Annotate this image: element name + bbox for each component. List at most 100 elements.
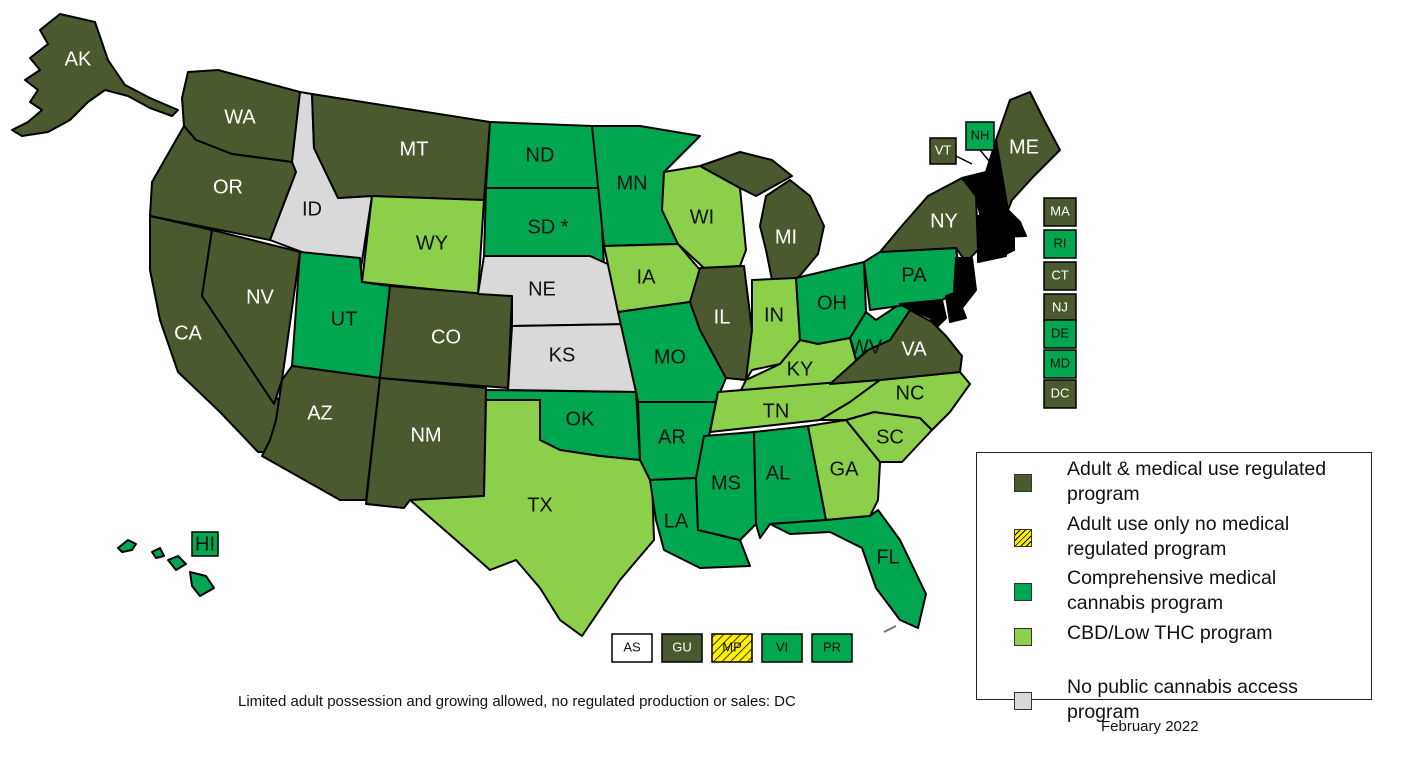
state-ME[interactable] <box>995 91 1061 211</box>
state-label-mt: MT <box>400 138 429 160</box>
small-state-box-md[interactable]: MD <box>1043 349 1077 379</box>
legend-swatch <box>1014 528 1032 547</box>
state-FL[interactable] <box>769 509 927 629</box>
state-label-al: AL <box>766 462 790 484</box>
territory-boxes: AS GU MP VI PR <box>611 633 853 663</box>
state-label-ky: KY <box>787 358 814 380</box>
state-DE[interactable] <box>945 291 967 323</box>
legend-label: CBD/Low THC program <box>1067 621 1273 644</box>
legend-swatch <box>1014 474 1032 492</box>
svg-text:DE: DE <box>1051 325 1069 340</box>
legend-item-cbd-low-thc: CBD/Low THC program <box>977 621 1373 675</box>
small-state-box-de[interactable]: DE <box>1043 319 1077 349</box>
state-label-co: CO <box>431 326 461 348</box>
legend: Adult & medical use regulated program Adul… <box>976 452 1373 723</box>
state-HI[interactable] <box>167 555 187 571</box>
state-label-oh: OH <box>817 292 847 314</box>
state-label-tx: TX <box>527 494 553 516</box>
callout-line <box>979 149 991 163</box>
legend-swatch <box>1014 692 1032 710</box>
state-NJ[interactable] <box>953 257 977 309</box>
state-label-nc: NC <box>896 382 925 404</box>
state-label-wa: WA <box>224 106 256 128</box>
legend-item-adult-only: Adult use only no medical regulated progr… <box>977 512 1373 566</box>
state-label-ak: AK <box>65 48 92 70</box>
state-label-me: ME <box>1009 136 1039 158</box>
legend-label: Adult & medical use regulated program <box>1067 458 1327 505</box>
state-HI[interactable] <box>117 539 137 553</box>
svg-text:RI: RI <box>1054 235 1067 250</box>
svg-text:CT: CT <box>1051 267 1068 282</box>
state-label-ca: CA <box>174 322 202 344</box>
state-NY[interactable] <box>879 177 979 263</box>
svg-text:GU: GU <box>672 639 692 654</box>
small-state-box-ri[interactable]: RI <box>1043 229 1077 259</box>
keys-mark <box>883 625 897 633</box>
legend-item-no-access: No public cannabis access program <box>977 675 1373 729</box>
territory-box-gu[interactable]: GU <box>661 633 703 663</box>
svg-text:MA: MA <box>1050 203 1070 218</box>
svg-text:VI: VI <box>776 639 788 654</box>
state-label-id: ID <box>302 198 322 220</box>
state-WV[interactable] <box>849 303 911 361</box>
state-MI[interactable] <box>699 151 793 197</box>
state-HI[interactable] <box>151 547 165 559</box>
state-label-mo: MO <box>654 346 686 368</box>
legend-swatch <box>1014 583 1032 601</box>
footnote: Limited adult possession and growing all… <box>238 693 796 710</box>
state-labels: AK WA OR CA NV ID MT WY UT AZ CO NM ND SD * NE KS OK TX MN… <box>65 48 1039 568</box>
svg-text:AS: AS <box>623 639 641 654</box>
svg-text:MP: MP <box>722 639 742 654</box>
state-label-or: OR <box>213 176 243 198</box>
state-label-ok: OK <box>566 408 596 430</box>
legend-swatch <box>1014 627 1032 646</box>
state-label-ar: AR <box>658 426 686 448</box>
state-label-ks: KS <box>549 344 576 366</box>
state-label-sc: SC <box>876 426 904 448</box>
small-state-box-ma[interactable]: MA <box>1043 197 1077 227</box>
state-IL[interactable] <box>689 265 753 381</box>
state-label-sd: SD * <box>527 216 568 238</box>
svg-text:DC: DC <box>1051 385 1070 400</box>
svg-text:NH: NH <box>971 127 990 142</box>
small-state-box-vt[interactable]: VT <box>929 137 957 165</box>
state-TX[interactable] <box>409 399 655 637</box>
hawaii-islands <box>117 539 215 597</box>
state-label-tn: TN <box>763 400 790 422</box>
small-state-box-nj[interactable]: NJ <box>1043 293 1077 323</box>
state-NC[interactable] <box>819 371 971 431</box>
small-state-box-nh[interactable]: NH <box>965 121 995 151</box>
territory-box-pr[interactable]: PR <box>811 633 853 663</box>
state-MD[interactable] <box>899 299 947 327</box>
territory-box-vi[interactable]: VI <box>761 633 803 663</box>
territory-box-as[interactable]: AS <box>611 633 653 663</box>
state-label-la: LA <box>664 510 689 532</box>
state-label-az: AZ <box>307 402 333 424</box>
state-label-mi: MI <box>775 226 797 248</box>
small-state-box-ct[interactable]: CT <box>1043 261 1077 291</box>
northeast-state-boxes: VT NH MA RI CT NJ DE MD DC <box>929 121 1077 409</box>
state-label-nv: NV <box>246 286 274 308</box>
state-label-fl: FL <box>876 546 899 568</box>
state-HI[interactable] <box>189 571 215 597</box>
state-label-wy: WY <box>416 232 448 254</box>
legend-label: Comprehensive medical cannabis program <box>1067 567 1277 614</box>
state-MI[interactable] <box>759 179 825 281</box>
state-RI[interactable] <box>1003 235 1015 255</box>
svg-text:PR: PR <box>823 639 841 654</box>
state-label-ga: GA <box>830 458 860 480</box>
small-state-box-dc[interactable]: DC <box>1043 379 1077 409</box>
state-label-ny: NY <box>930 210 958 232</box>
svg-text:VT: VT <box>935 142 952 157</box>
date-label: February 2022 <box>1101 718 1199 735</box>
legend-label: Adult use only no medical regulated progr… <box>1067 512 1290 560</box>
state-AK[interactable] <box>11 13 179 137</box>
state-label-hi: HI <box>191 531 219 557</box>
state-MA[interactable] <box>977 209 1027 239</box>
svg-text:MD: MD <box>1050 355 1070 370</box>
state-label-ut: UT <box>331 308 358 330</box>
territory-box-mp[interactable]: MP <box>711 633 753 663</box>
state-CT[interactable] <box>977 235 1007 263</box>
state-NV[interactable] <box>201 229 301 405</box>
